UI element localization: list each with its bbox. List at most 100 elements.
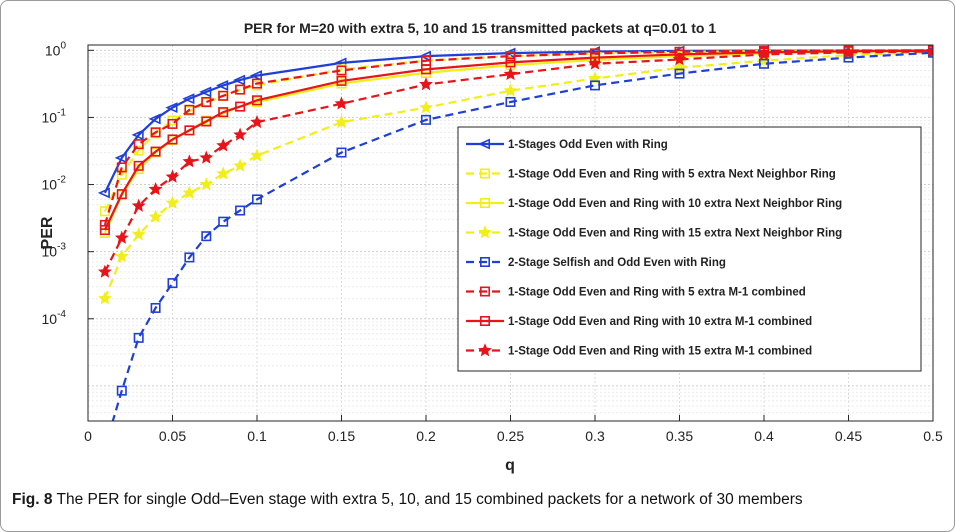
data-point <box>252 78 263 89</box>
legend-entry: 1-Stage Odd Even and Ring with 15 extra … <box>466 343 812 358</box>
data-point <box>334 96 349 110</box>
data-point <box>148 182 163 196</box>
data-point <box>114 249 129 263</box>
data-point <box>218 216 229 227</box>
data-point <box>199 177 214 191</box>
data-point <box>133 160 144 171</box>
legend-label: 1-Stage Odd Even and Ring with 10 extra … <box>508 316 812 328</box>
data-point <box>165 102 178 114</box>
data-point <box>588 56 602 70</box>
data-point <box>99 225 110 236</box>
data-point <box>148 209 163 223</box>
data-point <box>235 101 246 112</box>
data-point <box>167 118 178 129</box>
data-point <box>758 58 769 69</box>
legend-entry: 1-Stage Odd Even and Ring with 5 extra M… <box>466 286 806 299</box>
data-point <box>252 95 263 106</box>
data-point <box>252 194 263 205</box>
legend-entry: 1-Stage Odd Even and Ring with 15 extra … <box>466 225 842 240</box>
series-line <box>103 49 933 194</box>
data-point <box>250 148 264 162</box>
figure-caption: Fig. 8 The PER for single Odd–Even stage… <box>12 490 942 510</box>
x-tick-label: 0.2 <box>416 428 436 444</box>
data-point <box>184 252 195 263</box>
series-layer <box>97 45 933 452</box>
data-point <box>420 114 431 125</box>
data-point <box>133 332 144 343</box>
legend-label: 1-Stage Odd Even and Ring with 15 extra … <box>508 346 812 358</box>
y-tick-label: 10-2 <box>42 175 67 193</box>
data-point <box>150 302 161 313</box>
data-point <box>150 127 161 138</box>
per-chart: 0 0.05 0.1 0.15 0.2 0.25 0.3 0.35 0.4 0.45 0.5 100… <box>39 20 943 474</box>
data-point <box>116 385 127 396</box>
caption-label: Fig. 8 <box>12 491 53 508</box>
x-tick-label: 0.35 <box>666 428 693 444</box>
data-point <box>116 162 127 173</box>
data-point <box>131 129 144 141</box>
series-line <box>103 49 933 231</box>
legend-entry: 2-Stage Selfish and Odd Even with Ring <box>466 256 726 269</box>
data-point <box>150 146 161 157</box>
data-point <box>116 189 127 200</box>
x-axis-label: q <box>505 457 515 474</box>
data-point <box>232 74 246 86</box>
data-point <box>218 90 229 101</box>
data-point <box>233 127 247 141</box>
legend-box <box>457 126 922 372</box>
x-tick-label: 0.4 <box>754 428 774 444</box>
data-point <box>235 205 246 216</box>
data-point <box>235 84 246 95</box>
data-point <box>201 116 212 127</box>
data-point <box>114 152 127 164</box>
x-axis: 0 0.05 0.1 0.15 0.2 0.25 0.3 0.35 0.4 0.45 0.5 <box>84 415 943 444</box>
data-point <box>420 64 431 75</box>
data-point <box>101 444 109 452</box>
y-tick-label: 100 <box>45 40 67 58</box>
legend-entry: 1-Stages Odd Even with Ring <box>466 138 668 151</box>
data-point <box>249 70 263 82</box>
data-point <box>419 100 433 114</box>
x-tick-label: 0 <box>84 428 92 444</box>
data-point <box>218 107 229 118</box>
data-point <box>505 51 516 62</box>
legend-label: 1-Stages Odd Even with Ring <box>508 139 668 151</box>
data-point <box>199 86 212 98</box>
data-point <box>216 79 229 91</box>
data-point <box>184 104 195 115</box>
legend-label: 1-Stage Odd Even and Ring with 15 extra … <box>508 228 842 240</box>
data-point <box>503 66 518 81</box>
y-tick-label: 10-4 <box>42 309 67 327</box>
data-point <box>589 80 600 91</box>
y-tick-label: 10-1 <box>42 107 67 125</box>
data-point <box>419 77 433 91</box>
data-point <box>479 198 490 209</box>
data-point <box>216 138 231 152</box>
data-point <box>184 125 195 136</box>
data-point <box>182 154 197 168</box>
data-point <box>97 187 110 199</box>
data-point <box>114 230 129 244</box>
data-point <box>199 150 214 164</box>
legend-entry: 1-Stage Odd Even and Ring with 5 extra N… <box>466 169 836 181</box>
data-point <box>334 114 349 129</box>
data-point <box>478 343 492 357</box>
data-point <box>479 315 490 326</box>
data-point <box>182 93 195 105</box>
x-tick-label: 0.1 <box>247 428 267 444</box>
data-point <box>201 231 212 242</box>
data-point <box>757 47 771 61</box>
chart-title: PER for M=20 with extra 5, 10 and 15 tra… <box>244 20 717 36</box>
data-point <box>167 134 178 145</box>
data-point <box>674 68 685 79</box>
data-point <box>131 227 146 241</box>
y-axis: 100 10-1 10-2 10-3 10-4 <box>42 40 94 327</box>
series-8 <box>98 45 933 278</box>
data-point <box>165 195 180 209</box>
legend-label: 1-Stage Odd Even and Ring with 5 extra M… <box>508 287 806 299</box>
data-point <box>505 57 516 68</box>
series-line <box>103 49 933 226</box>
data-point <box>182 185 197 199</box>
x-tick-label: 0.05 <box>159 428 186 444</box>
data-point <box>131 198 146 212</box>
